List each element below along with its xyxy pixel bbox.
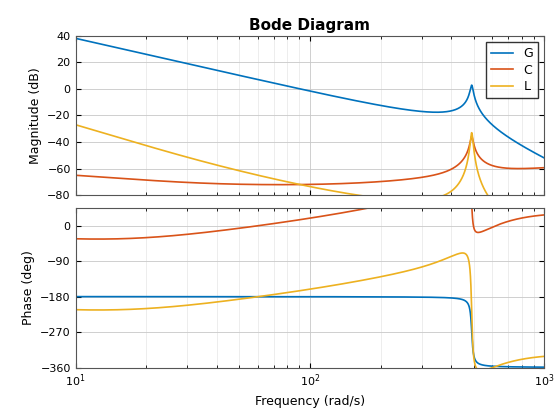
G bbox=[422, 109, 429, 114]
Legend: G, C, L: G, C, L bbox=[486, 42, 538, 98]
Line: C: C bbox=[76, 136, 544, 185]
C bbox=[468, 134, 475, 139]
C bbox=[458, 160, 464, 165]
C bbox=[422, 174, 429, 179]
G bbox=[541, 155, 548, 160]
L bbox=[353, 192, 360, 197]
C bbox=[276, 182, 283, 187]
L bbox=[458, 177, 464, 182]
Y-axis label: Phase (deg): Phase (deg) bbox=[21, 250, 35, 325]
L bbox=[72, 122, 79, 127]
G bbox=[353, 98, 360, 103]
Y-axis label: Magnitude (dB): Magnitude (dB) bbox=[29, 67, 41, 164]
C bbox=[72, 173, 79, 178]
L bbox=[377, 196, 384, 201]
C bbox=[251, 182, 258, 187]
Line: L: L bbox=[76, 125, 544, 237]
C bbox=[377, 179, 384, 184]
Title: Bode Diagram: Bode Diagram bbox=[249, 18, 371, 33]
G bbox=[251, 76, 258, 81]
X-axis label: Frequency (rad/s): Frequency (rad/s) bbox=[255, 394, 365, 407]
G bbox=[72, 36, 79, 41]
Line: G: G bbox=[76, 38, 544, 158]
L bbox=[157, 147, 164, 152]
L bbox=[422, 197, 429, 202]
L bbox=[541, 234, 548, 239]
L bbox=[251, 172, 258, 177]
G bbox=[377, 103, 384, 108]
G bbox=[458, 104, 464, 109]
C bbox=[353, 181, 360, 186]
C bbox=[157, 178, 164, 184]
C bbox=[541, 165, 548, 170]
G bbox=[157, 55, 164, 60]
